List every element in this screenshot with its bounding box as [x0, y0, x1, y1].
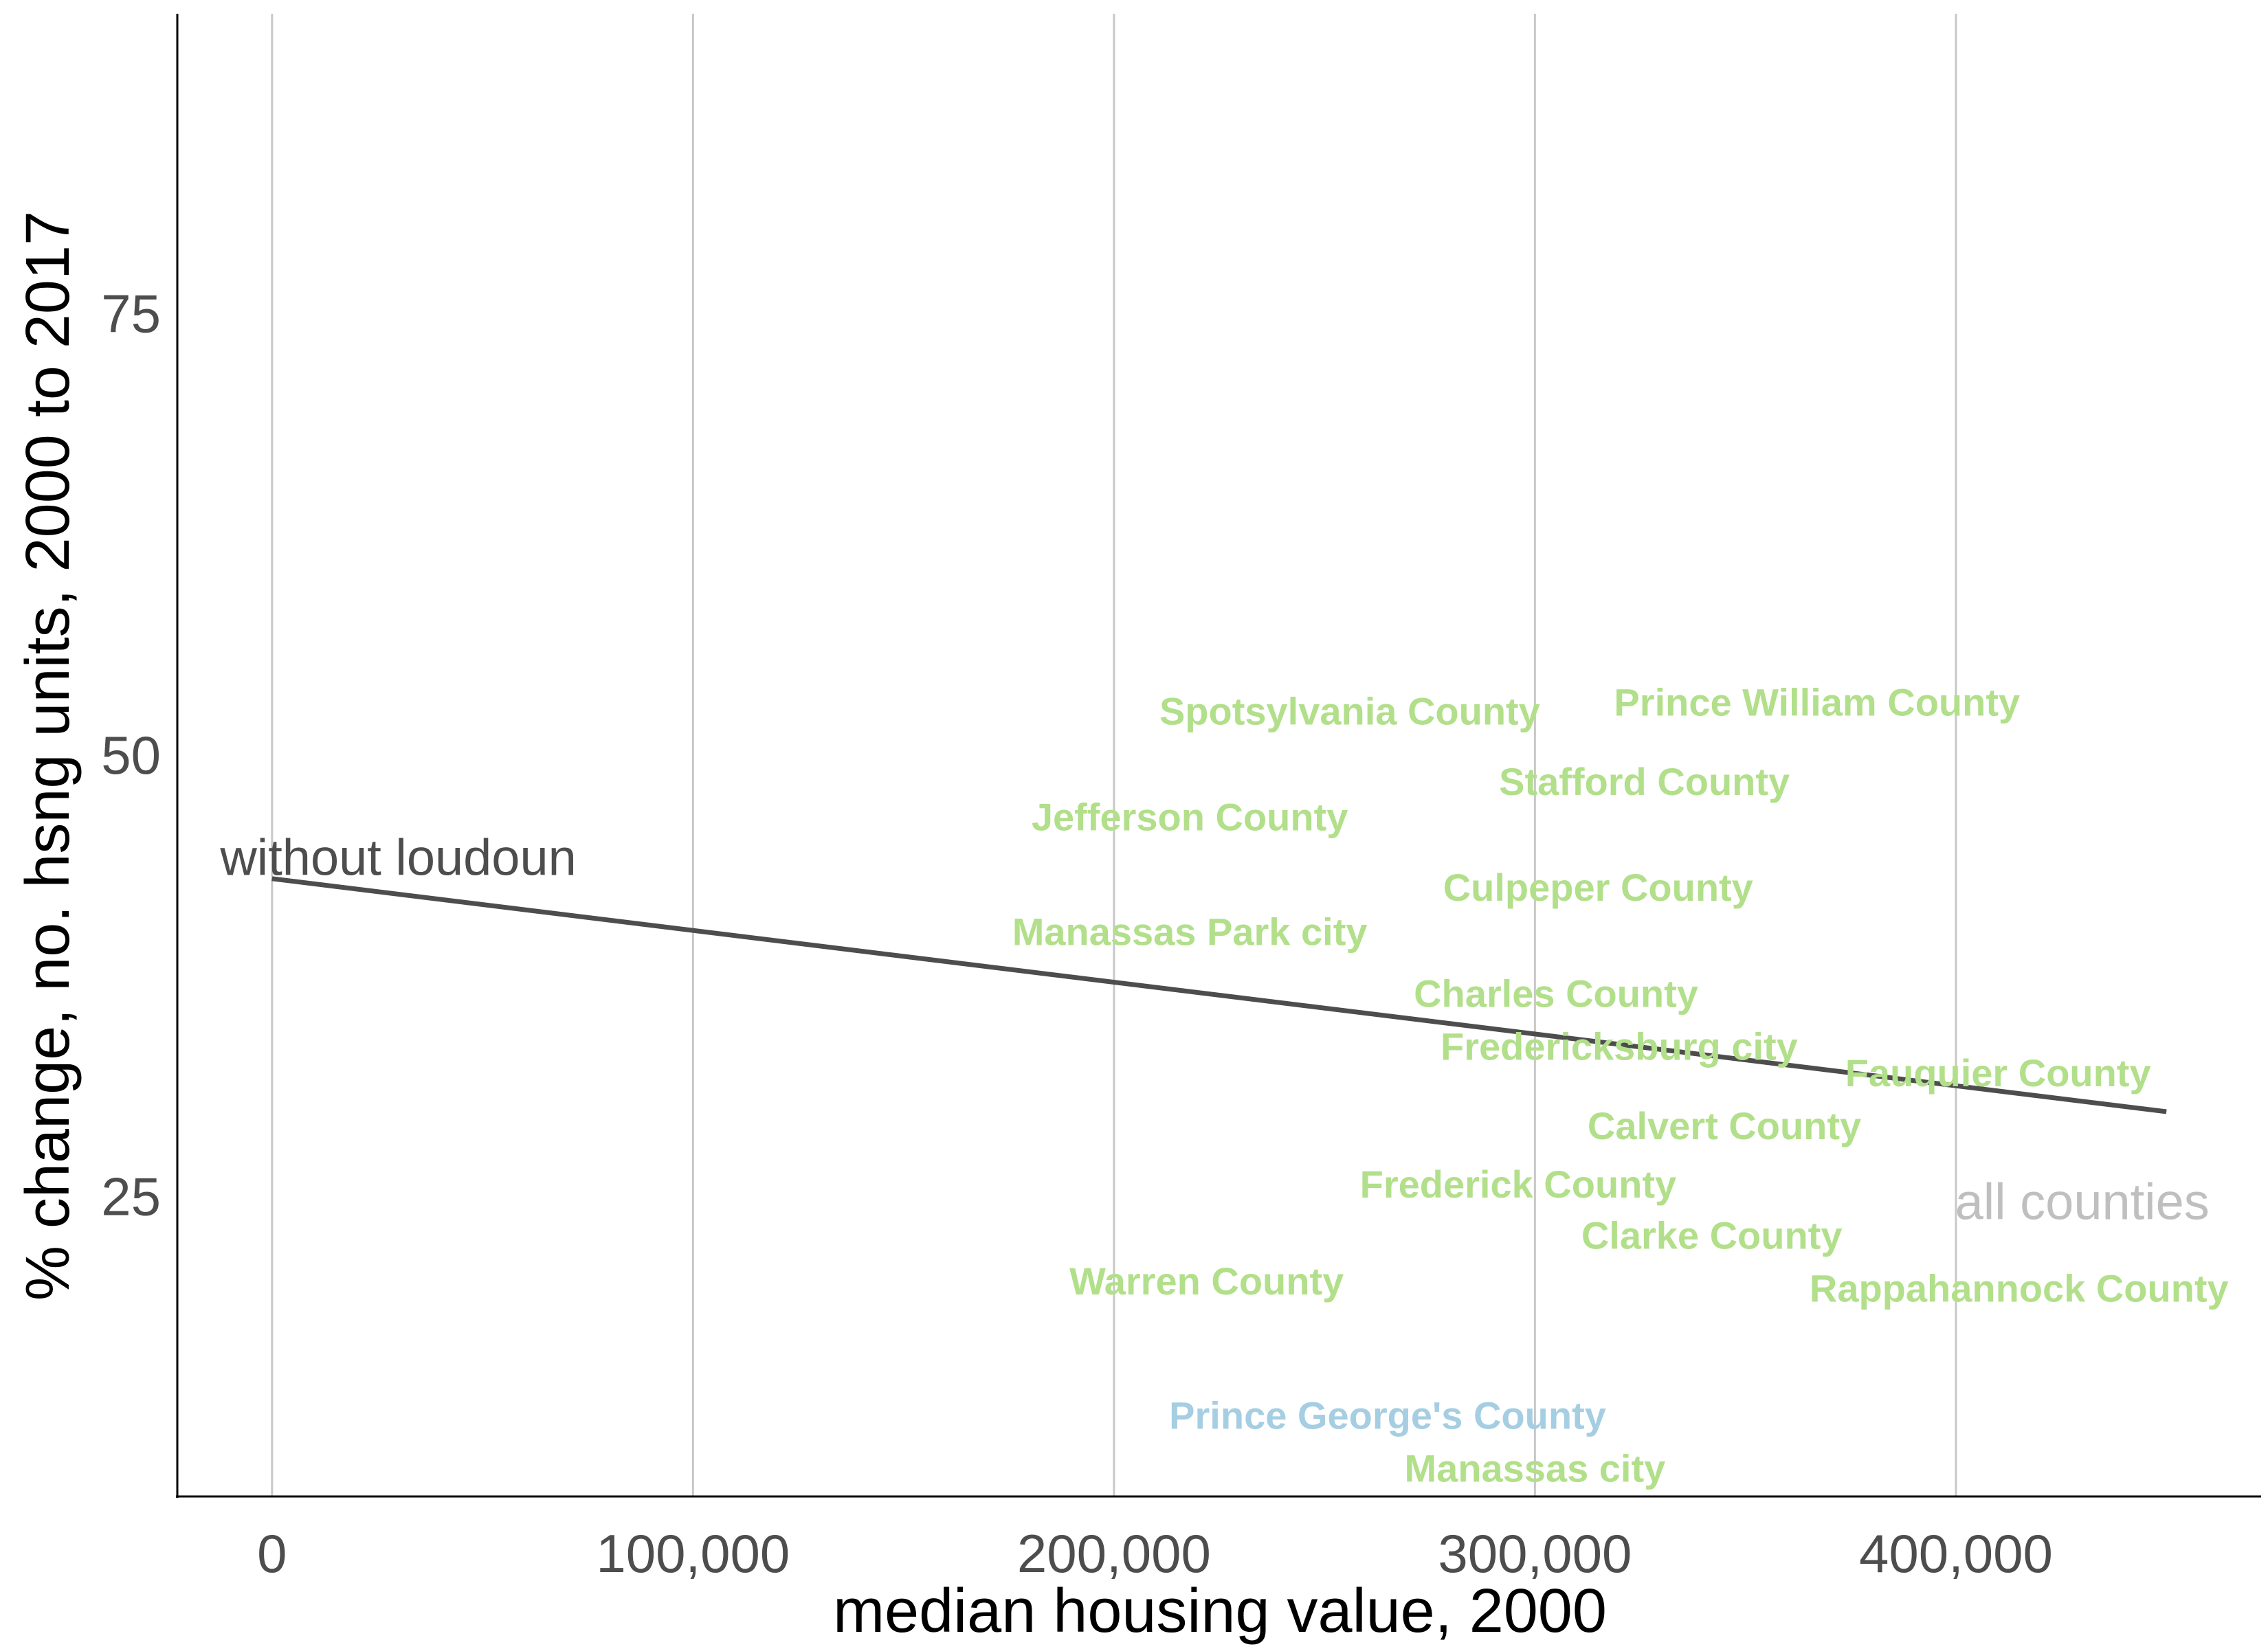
x-tick-label: 400,000 — [1859, 1523, 2053, 1584]
county-point-label: Stafford County — [1499, 760, 1790, 803]
y-axis-title: % change, no. hsng units, 2000 to 2017 — [14, 211, 82, 1301]
county-point-label: Jefferson County — [1032, 795, 1348, 838]
county-point-label: Culpeper County — [1443, 866, 1753, 909]
county-point-label: Prince William County — [1614, 680, 2020, 723]
annotation-label: all counties — [1955, 1173, 2210, 1230]
county-point-label: Frederick County — [1360, 1163, 1677, 1206]
fit-line — [271, 876, 2167, 1114]
point-labels: Spotsylvania County Prince William County… — [1012, 680, 2229, 1490]
county-point-label: Prince George's County — [1169, 1393, 1606, 1437]
county-point-label: Calvert County — [1588, 1104, 1861, 1147]
x-tick-label: 200,000 — [1017, 1523, 1211, 1584]
county-point-label: Charles County — [1414, 972, 1698, 1015]
county-point-label: Manassas city — [1405, 1446, 1666, 1490]
x-tick-label: 0 — [257, 1523, 287, 1584]
x-axis-title: median housing value, 2000 — [833, 1577, 1607, 1646]
x-tick-label: 300,000 — [1438, 1523, 1632, 1584]
annotations: without loudoun all counties — [219, 829, 2209, 1231]
county-point-label: Manassas Park city — [1012, 910, 1368, 953]
axes — [176, 14, 2261, 1498]
fit-lines — [271, 876, 2167, 1114]
y-tick-label: 75 — [101, 284, 161, 344]
grid-lines — [271, 14, 1957, 1496]
county-point-label: Warren County — [1069, 1259, 1344, 1303]
y-tick-label: 25 — [101, 1166, 161, 1226]
x-tick-label: 100,000 — [596, 1523, 790, 1584]
annotation-label: without loudoun — [219, 829, 576, 886]
y-tick-label: 50 — [101, 725, 161, 785]
county-point-label: Fredericksburg city — [1441, 1024, 1798, 1068]
county-point-label: Clarke County — [1581, 1213, 1843, 1257]
tick-labels: 0 100,000 200,000 300,000 400,000 25 50 75 — [101, 284, 2053, 1584]
county-point-label: Rappahannock County — [1810, 1266, 2229, 1310]
county-point-label: Fauquier County — [1845, 1051, 2151, 1095]
county-point-label: Spotsylvania County — [1159, 689, 1540, 732]
